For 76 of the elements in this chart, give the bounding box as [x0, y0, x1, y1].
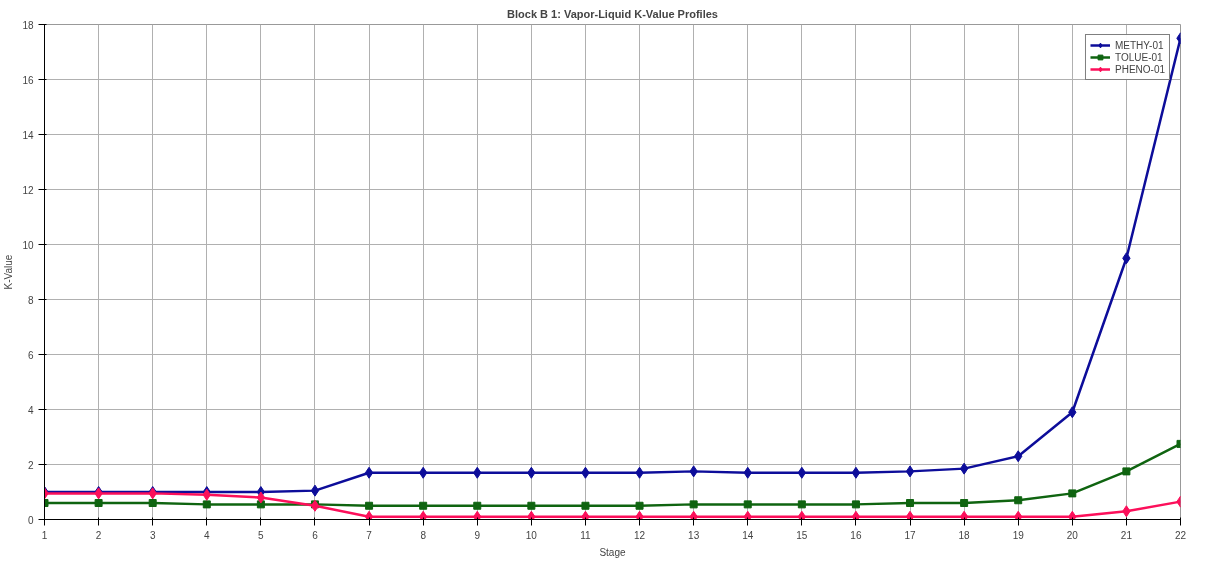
- x-tick-label: 3: [149, 529, 156, 541]
- y-tick-label: 18: [22, 19, 34, 31]
- point: [1014, 510, 1023, 520]
- point: [906, 499, 915, 507]
- point: [959, 510, 969, 520]
- point: [689, 510, 698, 520]
- x-tick-label: 19: [1012, 529, 1025, 541]
- x-tick-label: 1: [41, 529, 48, 541]
- point: [473, 501, 482, 510]
- y-tick-label: 8: [27, 294, 34, 306]
- point: [364, 466, 374, 479]
- point: [94, 499, 103, 507]
- point: [1068, 489, 1077, 498]
- y-tick-label: 14: [22, 129, 34, 141]
- x-tick-label: 7: [366, 529, 373, 541]
- point: [689, 500, 698, 509]
- point: [743, 500, 752, 509]
- point: [527, 510, 536, 520]
- x-tick-label: 9: [474, 529, 481, 541]
- point: [960, 499, 969, 507]
- x-tick-label: 20: [1066, 529, 1079, 541]
- point: [473, 510, 482, 520]
- point: [743, 510, 752, 520]
- x-tick-label: 5: [258, 529, 265, 541]
- y-tick-label: 6: [27, 349, 34, 361]
- x-tick-label: 22: [1174, 529, 1187, 541]
- x-tick-label: 8: [420, 529, 427, 541]
- x-tick-label: 4: [204, 529, 210, 541]
- legend-label: PHENO-01: [1114, 63, 1165, 75]
- legend-label: TOLUE-01: [1114, 51, 1163, 63]
- y-tick-label: 10: [22, 239, 34, 251]
- y-tick-label: 12: [22, 184, 34, 196]
- point: [1068, 510, 1077, 520]
- x-tick-label: 17: [904, 529, 917, 541]
- point: [797, 510, 806, 520]
- point: [364, 510, 374, 520]
- x-tick-label: 2: [95, 529, 102, 541]
- point: [419, 510, 428, 520]
- point: [851, 466, 861, 479]
- point: [1014, 496, 1023, 505]
- point: [851, 510, 861, 520]
- x-tick-label: 6: [312, 529, 319, 541]
- x-tick-label: 14: [742, 529, 754, 541]
- x-axis-title: Stage: [599, 546, 626, 558]
- x-tick-label: 13: [688, 529, 700, 541]
- x-tick-label: 18: [958, 529, 971, 541]
- x-tick-label: 10: [525, 529, 538, 541]
- point: [148, 499, 157, 507]
- y-axis-title: K-Value: [3, 254, 15, 290]
- y-tick-label: 2: [27, 459, 34, 471]
- y-tick-label: 4: [27, 404, 34, 416]
- point: [1122, 467, 1131, 476]
- point: [310, 484, 320, 497]
- point: [581, 510, 590, 520]
- point: [581, 501, 590, 510]
- x-tick-label: 12: [633, 529, 646, 541]
- point: [851, 500, 860, 509]
- point: [905, 465, 915, 478]
- legend-label: METHY-01: [1114, 39, 1164, 51]
- point: [635, 510, 644, 520]
- point: [797, 500, 806, 509]
- x-tick-label: 21: [1120, 529, 1133, 541]
- chart-title: Block B 1: Vapor-Liquid K-Value Profiles: [507, 7, 718, 20]
- point: [905, 510, 915, 520]
- point: [256, 491, 266, 504]
- point: [365, 501, 374, 510]
- x-tick-label: 11: [580, 529, 592, 541]
- y-tick-label: 0: [27, 514, 34, 526]
- point: [959, 462, 969, 475]
- y-tick-label: 16: [22, 74, 34, 86]
- point: [419, 501, 428, 510]
- point: [527, 501, 536, 510]
- point: [635, 501, 644, 510]
- point: [202, 500, 211, 509]
- x-tick-label: 16: [850, 529, 862, 541]
- x-tick-label: 15: [796, 529, 808, 541]
